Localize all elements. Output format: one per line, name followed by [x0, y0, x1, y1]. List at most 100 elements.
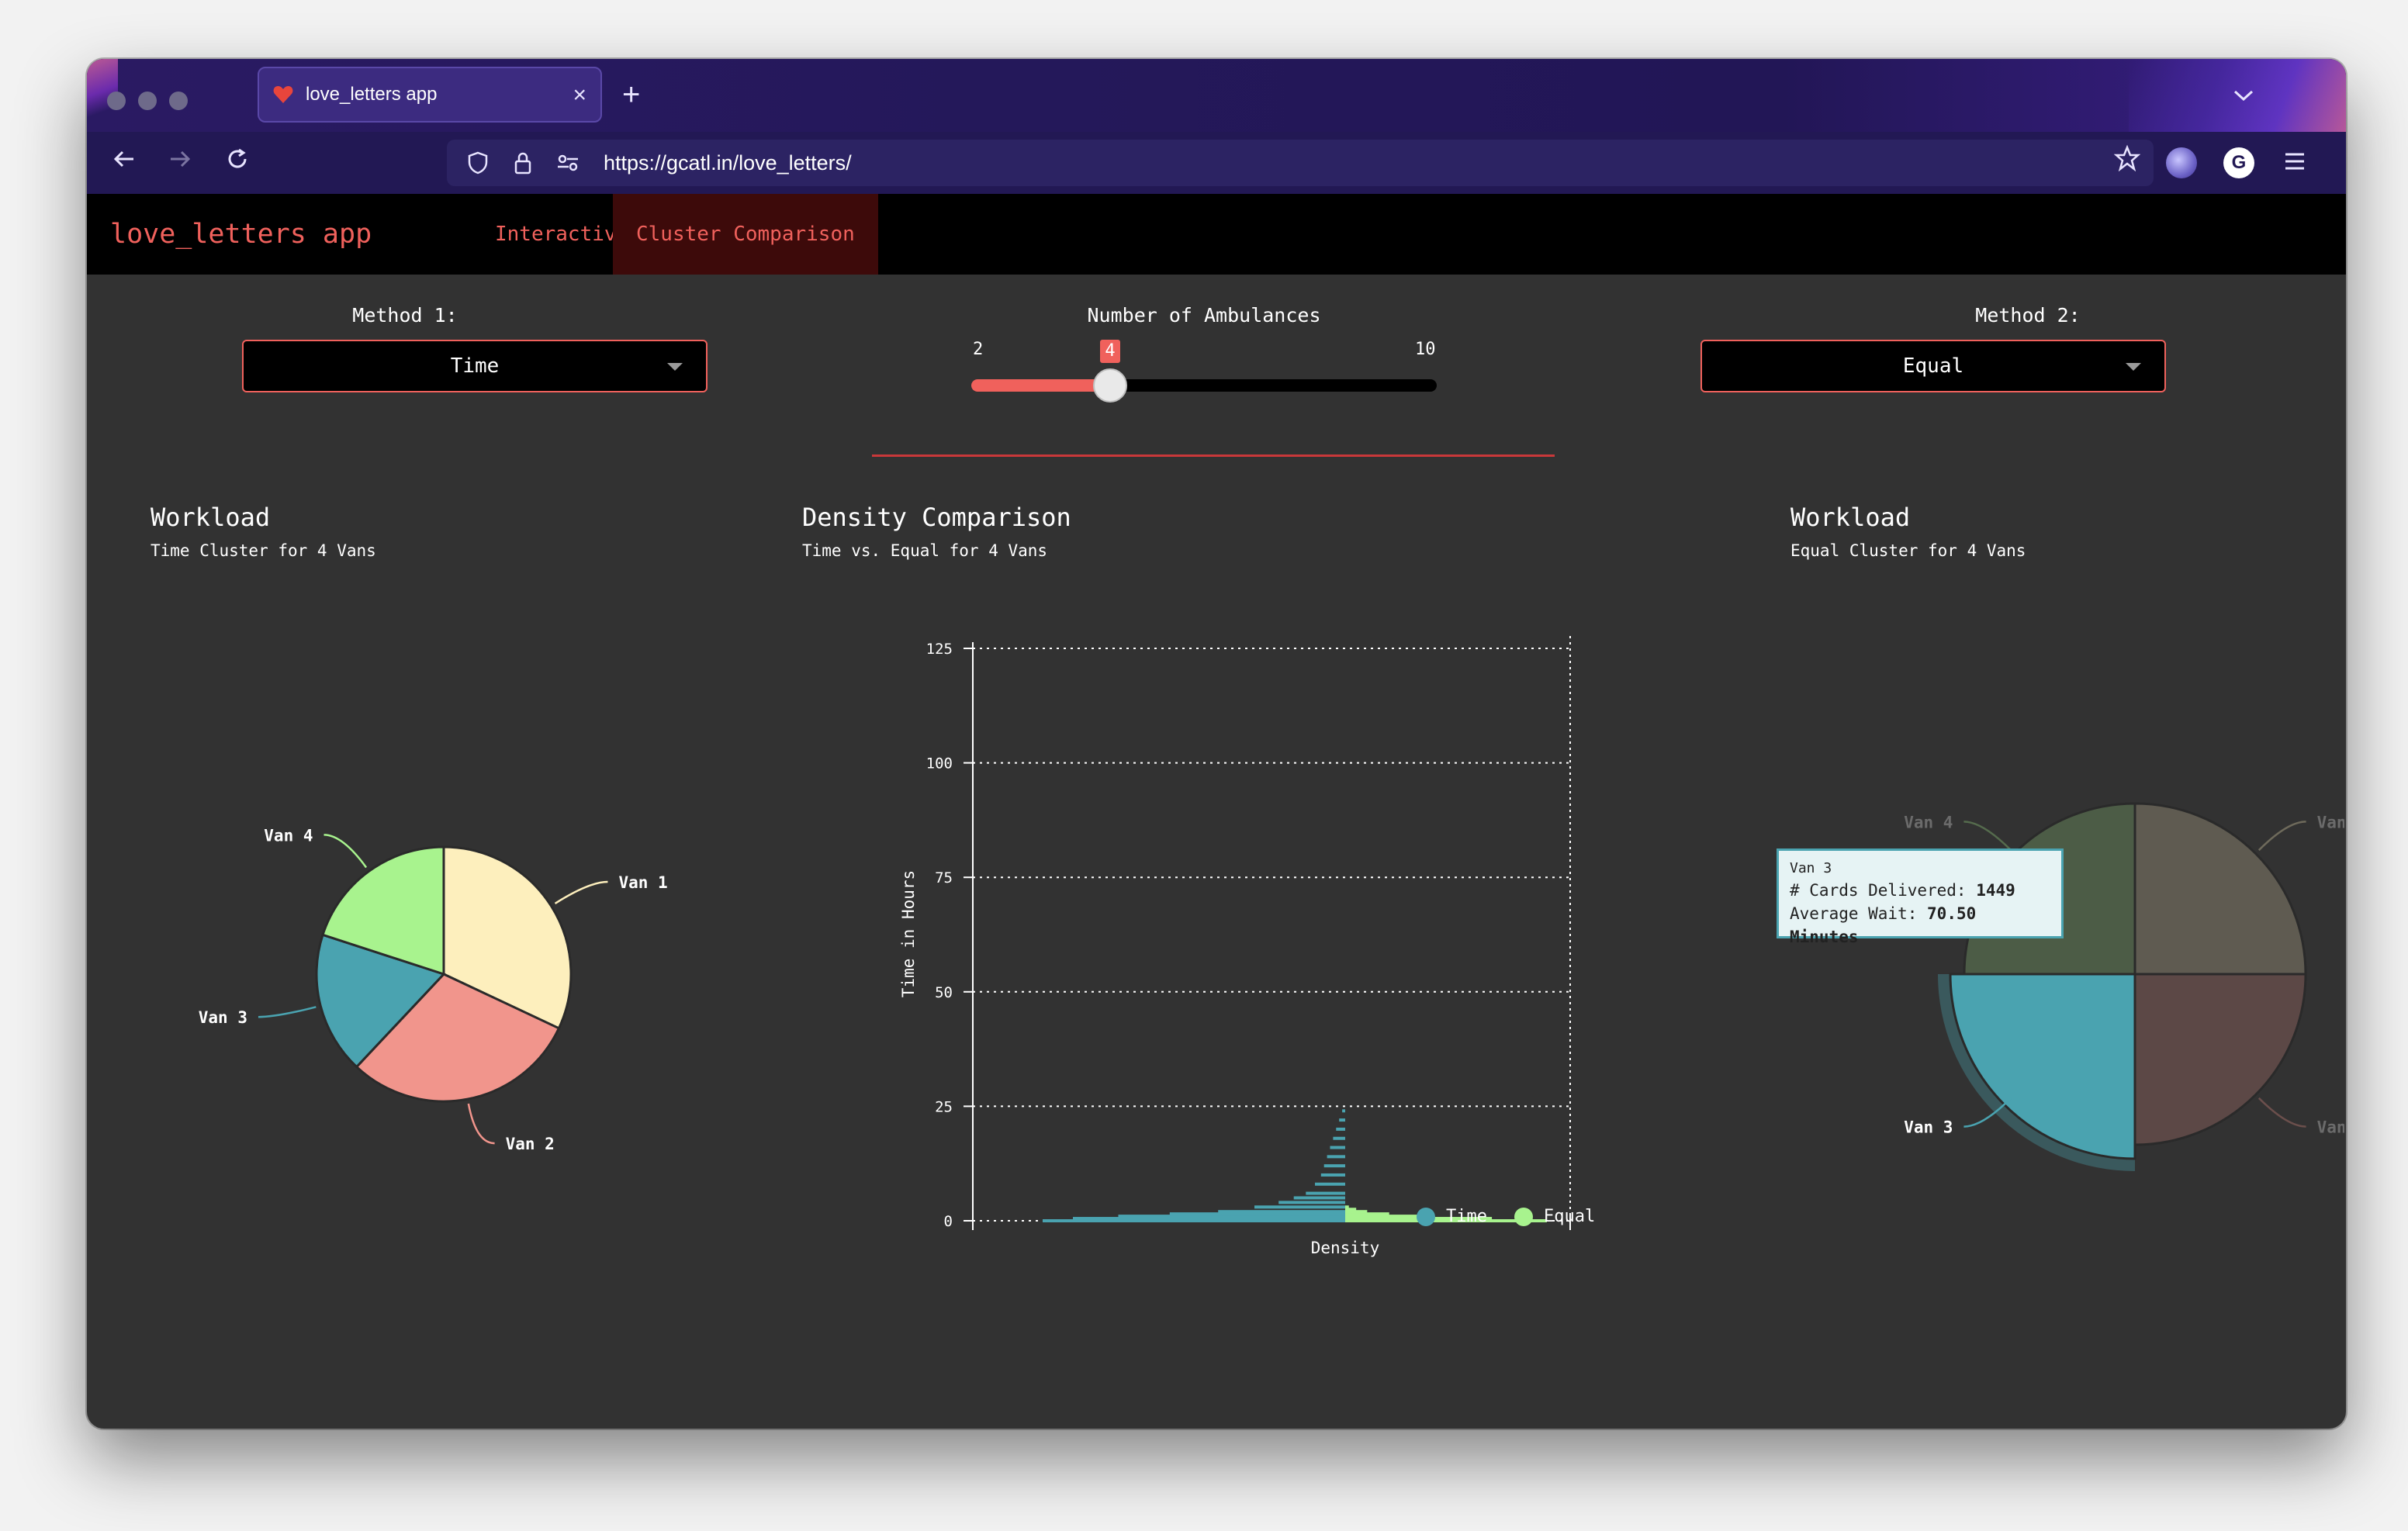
caret-down-icon: [2126, 363, 2141, 371]
bookmark-star-icon[interactable]: [2104, 140, 2150, 186]
y-tick-label: 100: [926, 755, 953, 772]
x-axis-label: Density: [1311, 1239, 1380, 1257]
browser-tab[interactable]: love_letters app ×: [258, 67, 602, 123]
forward-arrow-icon[interactable]: [163, 146, 197, 180]
left-pie-chart: Van 1 Van 2 Van 3 Van 4: [199, 826, 668, 1153]
maximize-window-icon[interactable]: [169, 92, 188, 110]
legend-label: Time: [1446, 1207, 1487, 1226]
close-tab-icon[interactable]: ×: [573, 82, 586, 108]
tooltip-cards-value: 1449: [1976, 881, 2015, 900]
chevron-down-icon[interactable]: [2226, 79, 2261, 113]
pie-slice-van-2[interactable]: [2133, 973, 2307, 1146]
pie-slice-label: Van 3: [199, 1008, 247, 1027]
pie-label-line: [1963, 1097, 2012, 1128]
pie-slice-label: Van 1: [2317, 813, 2344, 831]
pie-slice-van-3[interactable]: [1949, 973, 2136, 1160]
pie-label-line: [323, 834, 368, 869]
pie-slice-label: Van 4: [1904, 813, 1953, 831]
pie-slice-van-1[interactable]: [2133, 802, 2307, 976]
method1-label: Method 1:: [352, 304, 458, 327]
left-chart-subtitle: Time Cluster for 4 Vans: [150, 541, 376, 560]
pie-slice-van-1[interactable]: [442, 845, 573, 1030]
pie-slice-van-2[interactable]: [355, 973, 561, 1103]
density-bar-time: [1306, 1191, 1345, 1195]
permissions-icon[interactable]: [552, 147, 583, 178]
pie-label-line: [2258, 1097, 2306, 1128]
navigation-bar: https://gcatl.in/love_letters/ G: [87, 132, 2346, 194]
close-window-icon[interactable]: [107, 92, 126, 110]
browser-window: love_letters app × + https:: [87, 59, 2346, 1429]
density-bar-equal: [1345, 1215, 1426, 1218]
tooltip-van: Van 3: [1790, 860, 1832, 876]
density-bar-time: [1339, 1118, 1345, 1122]
pie-label-line: [554, 880, 608, 904]
density-bar-time: [1342, 1109, 1345, 1113]
url-text[interactable]: https://gcatl.in/love_letters/: [604, 150, 852, 175]
tooltip-wait-label: Average Wait:: [1790, 904, 1918, 923]
method1-dropdown[interactable]: Time: [242, 340, 708, 392]
heart-icon: [273, 85, 293, 105]
divider: [872, 454, 1555, 457]
density-bar-time: [1327, 1155, 1345, 1159]
pie-slice-van-3[interactable]: [315, 933, 446, 1069]
account-icon[interactable]: G: [2223, 147, 2254, 178]
method2-label: Method 2:: [1975, 304, 2081, 327]
density-bar-time: [1073, 1217, 1345, 1221]
middle-chart-subtitle: Time vs. Equal for 4 Vans: [802, 541, 1048, 560]
y-tick-label: 75: [935, 869, 953, 886]
ambulance-slider-handle[interactable]: [1093, 368, 1127, 403]
pie-slice-label: Van 4: [264, 826, 313, 845]
pie-slice-van-4[interactable]: [321, 845, 445, 976]
back-arrow-icon[interactable]: [107, 146, 141, 180]
right-chart-subtitle: Equal Cluster for 4 Vans: [1790, 541, 2026, 560]
slider-min: 2: [973, 340, 984, 359]
legend-equal[interactable]: Equal: [1514, 1207, 1595, 1226]
tooltip: Van 3 # Cards Delivered: 1449 Average Wa…: [1777, 848, 2064, 946]
slider-label: Number of Ambulances: [1087, 304, 1321, 327]
hamburger-menu-icon[interactable]: [2278, 146, 2312, 180]
density-bar-time: [1218, 1210, 1345, 1214]
method2-value: Equal: [1902, 354, 1964, 378]
address-bar[interactable]: https://gcatl.in/love_letters/: [447, 140, 2154, 186]
nav-cluster-comparison[interactable]: Cluster Comparison: [613, 194, 878, 275]
density-bar-time: [1254, 1205, 1345, 1209]
legend-label: Equal: [1544, 1207, 1596, 1226]
y-tick-label: 125: [926, 641, 953, 658]
density-bar-equal: [1345, 1212, 1389, 1216]
middle-chart-title: Density Comparison: [802, 503, 1071, 532]
shield-icon[interactable]: [462, 147, 493, 178]
reload-icon[interactable]: [220, 146, 254, 180]
density-bar-time: [1293, 1196, 1345, 1200]
tab-bar: love_letters app × +: [87, 59, 2346, 132]
density-bar-time: [1336, 1127, 1345, 1131]
density-bar-equal: [1345, 1205, 1349, 1209]
density-bar-time: [1333, 1136, 1345, 1140]
tab-title: love_letters app: [306, 84, 438, 105]
minimize-window-icon[interactable]: [138, 92, 157, 110]
tooltip-wait-value: 70.50 Minutes: [1790, 904, 1977, 946]
app-brand[interactable]: love_letters app: [110, 219, 372, 250]
caret-down-icon: [667, 363, 683, 371]
density-chart: 0 25 50 75 100 125 Time in Hours Density: [899, 636, 1571, 1257]
pie-slice-label: Van 1: [618, 873, 667, 892]
right-chart-title: Workload: [1790, 503, 1911, 532]
pie-label-line: [258, 1006, 317, 1018]
y-tick-label: 25: [935, 1098, 953, 1115]
extension-icon[interactable]: [2166, 147, 2197, 178]
lock-icon[interactable]: [507, 147, 538, 178]
y-axis-label: Time in Hours: [899, 870, 918, 997]
method2-dropdown[interactable]: Equal: [1700, 340, 2166, 392]
method1-value: Time: [450, 354, 500, 378]
slider-max: 10: [1415, 340, 1436, 359]
pie-label-line: [1963, 821, 2012, 852]
legend-dot: [1514, 1207, 1533, 1226]
density-bar-time: [1320, 1173, 1345, 1177]
pie-slice-label: Van 2: [506, 1135, 555, 1153]
y-tick-label: 0: [944, 1213, 953, 1230]
new-tab-button[interactable]: +: [622, 78, 641, 112]
slider-value-badge: 4: [1100, 340, 1120, 363]
density-bar-equal: [1345, 1210, 1368, 1214]
legend-time[interactable]: Time: [1417, 1207, 1487, 1226]
tooltip-cards-label: # Cards Delivered:: [1790, 881, 1967, 900]
density-bar-time: [1323, 1164, 1345, 1168]
